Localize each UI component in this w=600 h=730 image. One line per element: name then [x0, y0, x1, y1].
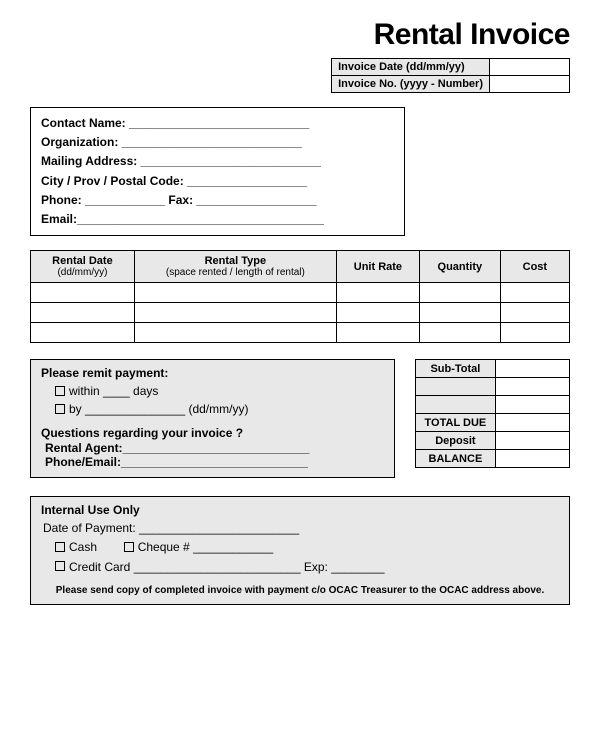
table-cell[interactable] — [31, 303, 135, 323]
invoice-no-value[interactable] — [490, 76, 570, 93]
invoice-meta-table: Invoice Date (dd/mm/yy) Invoice No. (yyy… — [331, 58, 570, 93]
table-row[interactable] — [31, 323, 570, 343]
payment-credit[interactable]: Credit Card _________________________ Ex… — [55, 558, 559, 577]
page-title: Rental Invoice — [30, 18, 570, 52]
remit-opt-days[interactable]: within ____ days — [55, 382, 384, 400]
col-cost: Cost — [500, 251, 569, 283]
col-rental-date: Rental Date(dd/mm/yy) — [31, 251, 135, 283]
totals-value[interactable] — [495, 378, 569, 396]
date-of-payment[interactable]: Date of Payment: _______________________… — [43, 519, 559, 538]
table-cell[interactable] — [31, 323, 135, 343]
checkbox-icon[interactable] — [55, 561, 65, 571]
checkbox-icon[interactable] — [124, 542, 134, 552]
totals-value[interactable] — [495, 432, 569, 450]
totals-label: TOTAL DUE — [416, 414, 496, 432]
phone-email-line[interactable]: Phone/Email:____________________________ — [45, 455, 384, 469]
totals-value[interactable] — [495, 414, 569, 432]
table-cell[interactable] — [500, 283, 569, 303]
remit-header: Please remit payment: — [41, 366, 384, 380]
table-cell[interactable] — [419, 303, 500, 323]
invoice-no-label: Invoice No. (yyyy - Number) — [332, 76, 490, 93]
totals-value[interactable] — [495, 450, 569, 468]
totals-value[interactable] — [495, 396, 569, 414]
table-cell[interactable] — [336, 323, 419, 343]
contact-mail[interactable]: Mailing Address: _______________________… — [41, 152, 394, 171]
invoice-date-value[interactable] — [490, 59, 570, 76]
contact-org[interactable]: Organization: __________________________… — [41, 133, 394, 152]
line-items-table: Rental Date(dd/mm/yy) Rental Type(space … — [30, 250, 570, 343]
checkbox-icon[interactable] — [55, 542, 65, 552]
totals-value[interactable] — [495, 360, 569, 378]
items-body — [31, 283, 570, 343]
table-row[interactable] — [31, 303, 570, 323]
table-cell[interactable] — [336, 283, 419, 303]
rental-agent-line[interactable]: Rental Agent:___________________________… — [45, 441, 384, 455]
totals-label: Sub-Total — [416, 360, 496, 378]
table-cell[interactable] — [134, 283, 336, 303]
table-cell[interactable] — [336, 303, 419, 323]
contact-box: Contact Name: __________________________… — [30, 107, 405, 236]
remit-box: Please remit payment: within ____ days b… — [30, 359, 395, 478]
contact-city[interactable]: City / Prov / Postal Code: _____________… — [41, 172, 394, 191]
internal-footer: Please send copy of completed invoice wi… — [41, 585, 559, 596]
col-rental-type: Rental Type(space rented / length of ren… — [134, 251, 336, 283]
payment-cash-cheque[interactable]: Cash Cheque # ____________ — [55, 538, 559, 557]
totals-label — [416, 378, 496, 396]
table-cell[interactable] — [31, 283, 135, 303]
checkbox-icon[interactable] — [55, 386, 65, 396]
totals-label: Deposit — [416, 432, 496, 450]
checkbox-icon[interactable] — [55, 404, 65, 414]
totals-label — [416, 396, 496, 414]
internal-use-box: Internal Use Only Date of Payment: _____… — [30, 496, 570, 605]
table-cell[interactable] — [134, 303, 336, 323]
table-cell[interactable] — [500, 303, 569, 323]
table-cell[interactable] — [134, 323, 336, 343]
table-row[interactable] — [31, 283, 570, 303]
contact-email[interactable]: Email:__________________________________… — [41, 210, 394, 229]
internal-header: Internal Use Only — [41, 503, 559, 517]
remit-opt-by[interactable]: by _______________ (dd/mm/yy) — [55, 400, 384, 418]
col-unit-rate: Unit Rate — [336, 251, 419, 283]
col-quantity: Quantity — [419, 251, 500, 283]
questions-header: Questions regarding your invoice ? — [41, 426, 384, 440]
totals-table: Sub-Total TOTAL DUEDepositBALANCE — [415, 359, 570, 468]
table-cell[interactable] — [500, 323, 569, 343]
contact-phone-fax[interactable]: Phone: ____________ Fax: _______________… — [41, 191, 394, 210]
invoice-date-label: Invoice Date (dd/mm/yy) — [332, 59, 490, 76]
contact-name[interactable]: Contact Name: __________________________… — [41, 114, 394, 133]
table-cell[interactable] — [419, 323, 500, 343]
table-cell[interactable] — [419, 283, 500, 303]
totals-label: BALANCE — [416, 450, 496, 468]
